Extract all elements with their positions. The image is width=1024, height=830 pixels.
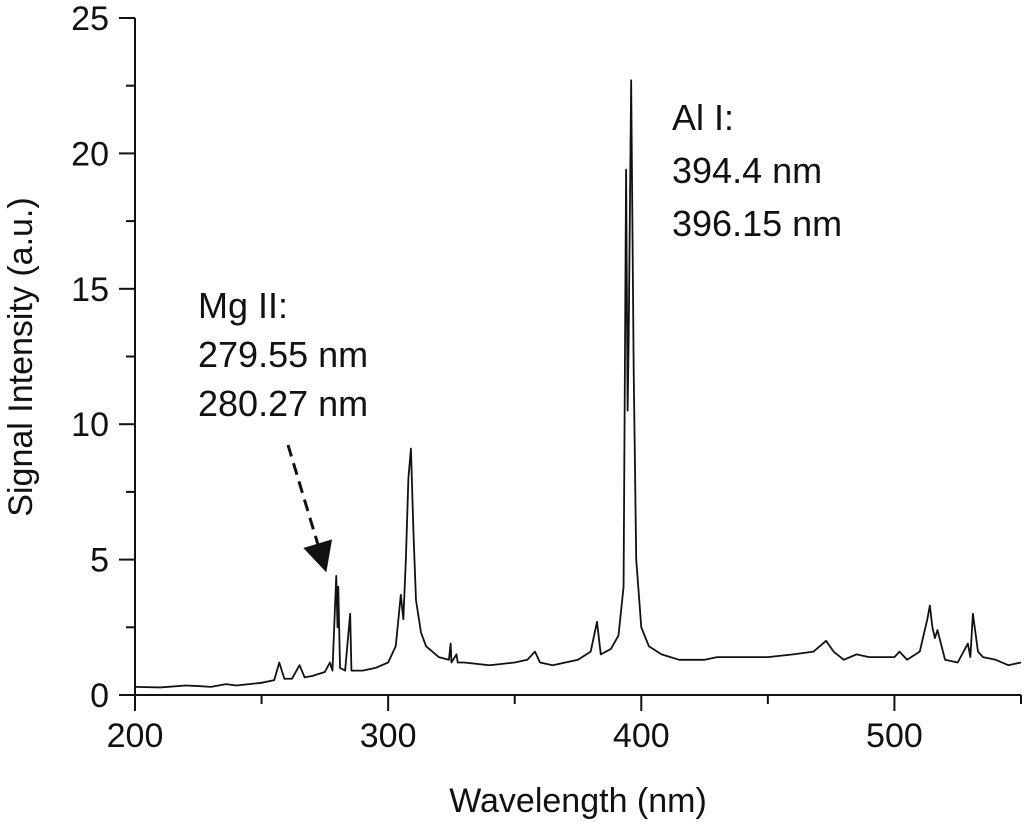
x-tick-label: 300: [360, 717, 417, 755]
y-tick-label: 0: [90, 677, 109, 715]
x-tick-label: 400: [613, 717, 670, 755]
y-axis-label: Signal Intensity (a.u.): [2, 197, 40, 516]
x-tick-label: 500: [866, 717, 923, 755]
annotation: 394.4 nm: [672, 150, 822, 191]
annotation: 279.55 nm: [198, 334, 368, 375]
y-tick-label: 10: [71, 406, 109, 444]
annotation: 396.15 nm: [672, 203, 842, 244]
spectrum-line: [134, 79, 1022, 689]
y-tick-label: 20: [71, 135, 109, 173]
x-tick-label: 200: [107, 717, 164, 755]
y-tick-label: 5: [90, 542, 109, 580]
y-tick-label: 25: [71, 0, 109, 38]
annotation: 280.27 nm: [198, 383, 368, 424]
annotation: Mg II:: [198, 285, 288, 326]
annotation-arrow: [286, 444, 333, 573]
x-axis-label: Wavelength (nm): [449, 782, 707, 820]
annotation: Al I:: [672, 97, 734, 138]
y-tick-label: 15: [71, 271, 109, 309]
